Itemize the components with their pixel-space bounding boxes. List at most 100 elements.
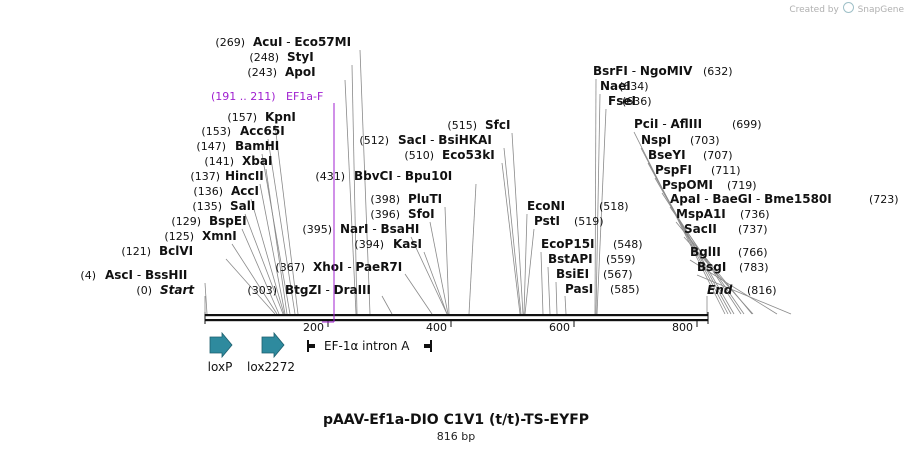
enzyme-name: MspA1I [676,207,726,221]
lox2272-arrow-icon [261,331,285,359]
enzyme-separator: - [369,222,381,236]
enzyme-site[interactable]: (699) PciI - AflIII [634,117,762,131]
enzyme-site[interactable]: (394) KasI [354,237,422,251]
feature-label-lox2272: lox2272 [247,360,295,374]
primer-name: EF1a-F [286,90,323,103]
cut-site-line [410,236,448,315]
enzyme-name: Bme1580I [764,192,832,206]
enzyme-site[interactable]: (737) SacII [684,222,768,236]
enzyme-site[interactable]: (4) AscI - BssHII [80,268,187,282]
enzyme-site[interactable]: (519) PstI [534,214,604,228]
enzyme-site[interactable]: (559) BstAPI [548,252,636,266]
enzyme-name: NspI [641,133,671,147]
enzyme-site[interactable]: (711) PspFI [655,163,741,177]
enzyme-site[interactable]: (398) PluTI [370,192,442,206]
enzyme-name: BglII [690,245,721,259]
enzyme-site[interactable]: (243) ApoI [247,65,315,79]
enzyme-name: BsiEI [556,267,589,281]
enzyme-site[interactable]: (707) BseYI [648,148,733,162]
enzyme-site[interactable]: (396) SfoI [370,207,434,221]
cut-site-line [359,49,371,315]
enzyme-name: SacII [684,222,717,236]
enzyme-names: BsiEI [556,267,589,281]
cut-site-line [564,295,567,315]
enzyme-name: DraIII [334,283,371,297]
feature-loxp[interactable]: loxP [208,331,233,374]
enzyme-site[interactable]: (515) SfcI [447,118,510,132]
enzyme-site[interactable]: (431) BbvCI - Bpu10I [315,169,452,183]
enzyme-position: (396) [370,208,400,221]
enzyme-site[interactable]: (636)FseI [608,94,652,108]
cut-site-line [381,295,393,315]
enzyme-site[interactable]: (269) AcuI - Eco57MI [215,35,351,49]
enzyme-site[interactable]: (703) NspI [641,133,720,147]
enzyme-site[interactable]: (137) HincII [190,169,263,183]
enzyme-site[interactable]: (136) AccI [193,184,259,198]
enzyme-names: ApaI - BaeGI - Bme1580I [670,192,832,206]
enzyme-names: BamHI [235,139,279,153]
enzyme-position: (129) [171,215,201,228]
enzyme-names: XbaI [242,154,272,168]
cut-site-line [259,183,286,315]
enzyme-names: BsgI [697,260,726,274]
enzyme-site[interactable]: (766) BglII [690,245,768,259]
enzyme-site[interactable]: (548) EcoP15I [541,237,643,251]
enzyme-name: FseI [608,94,636,108]
enzyme-position: (157) [227,111,257,124]
enzyme-site[interactable]: (141) XbaI [204,154,272,168]
enzyme-labels: (269) AcuI - Eco57MI (248) StyI (243) ApoI (15… [80,35,898,297]
cut-site-line [540,251,544,315]
enzyme-site[interactable]: (248) StyI [249,50,313,64]
enzyme-site[interactable]: (719) PspOMI [662,178,757,192]
enzyme-site[interactable]: (157) KpnI [227,110,296,124]
enzyme-site[interactable]: (518) EcoNI [527,199,629,213]
enzyme-name: AcuI [253,35,282,49]
enzyme-position: (703) [690,134,720,147]
enzyme-site[interactable]: (512) SacI - BsiHKAI [359,133,491,147]
enzyme-position: (243) [247,66,277,79]
enzyme-site[interactable]: (567) BsiEI [556,267,633,281]
enzyme-names: PluTI [408,192,442,206]
enzyme-names: PasI [565,282,593,296]
enzyme-site[interactable]: (303) BtgZI - DraIII [247,283,371,297]
enzyme-name: XmnI [202,229,237,243]
enzyme-site[interactable]: (783) BsgI [697,260,769,274]
enzyme-site[interactable]: (816) End [707,283,777,297]
enzyme-name: Bpu10I [405,169,452,183]
enzyme-name: SacI [398,133,426,147]
enzyme-site[interactable]: (395) NarI - BsaHI [302,222,419,236]
enzyme-site[interactable]: (367) XhoI - PaeR7I [275,260,402,274]
enzyme-site[interactable]: (0) Start [136,283,195,297]
enzyme-position: (4) [80,269,96,282]
sequence-backbone [204,312,709,324]
enzyme-site[interactable]: (510) Eco53kI [404,148,494,162]
enzyme-site[interactable]: (723) ApaI - BaeGI - Bme1580I [670,192,899,206]
feature-ef1a-intron[interactable]: EF-1α intron A [307,339,432,353]
enzyme-names: SfoI [408,207,435,221]
enzyme-names: PspOMI [662,178,713,192]
enzyme-name: ApaI [670,192,700,206]
enzyme-names: BseYI [648,148,686,162]
enzyme-site[interactable]: (129) BspEI [171,214,246,228]
enzyme-site[interactable]: (147) BamHI [196,139,279,153]
enzyme-site[interactable]: (634)NaeI [600,79,649,93]
enzyme-position: (367) [275,261,305,274]
enzyme-site[interactable]: (585) PasI [565,282,640,296]
enzyme-separator: - [659,117,671,131]
enzyme-position: (632) [703,65,733,78]
enzyme-position: (548) [613,238,643,251]
enzyme-name: PaeR7I [355,260,402,274]
enzyme-site[interactable]: (121) BclVI [121,244,193,258]
feature-label-ef1a-intron: EF-1α intron A [324,339,410,353]
primer-ef1a-f[interactable]: (191 .. 211) EF1a-F [211,90,335,323]
enzyme-site[interactable]: (153) Acc65I [201,124,284,138]
enzyme-site[interactable]: (632) BsrFI - NgoMIV [593,64,733,78]
feature-lox2272[interactable]: lox2272 [247,331,295,374]
enzyme-site[interactable]: (736) MspA1I [676,207,770,221]
enzyme-site[interactable]: (135) SalI [192,199,255,213]
enzyme-names: EcoNI [527,199,565,213]
cut-site-line [654,177,735,315]
enzyme-site[interactable]: (125) XmnI [164,229,236,243]
enzyme-names: XmnI [202,229,237,243]
feature-label-loxp: loxP [208,360,233,374]
